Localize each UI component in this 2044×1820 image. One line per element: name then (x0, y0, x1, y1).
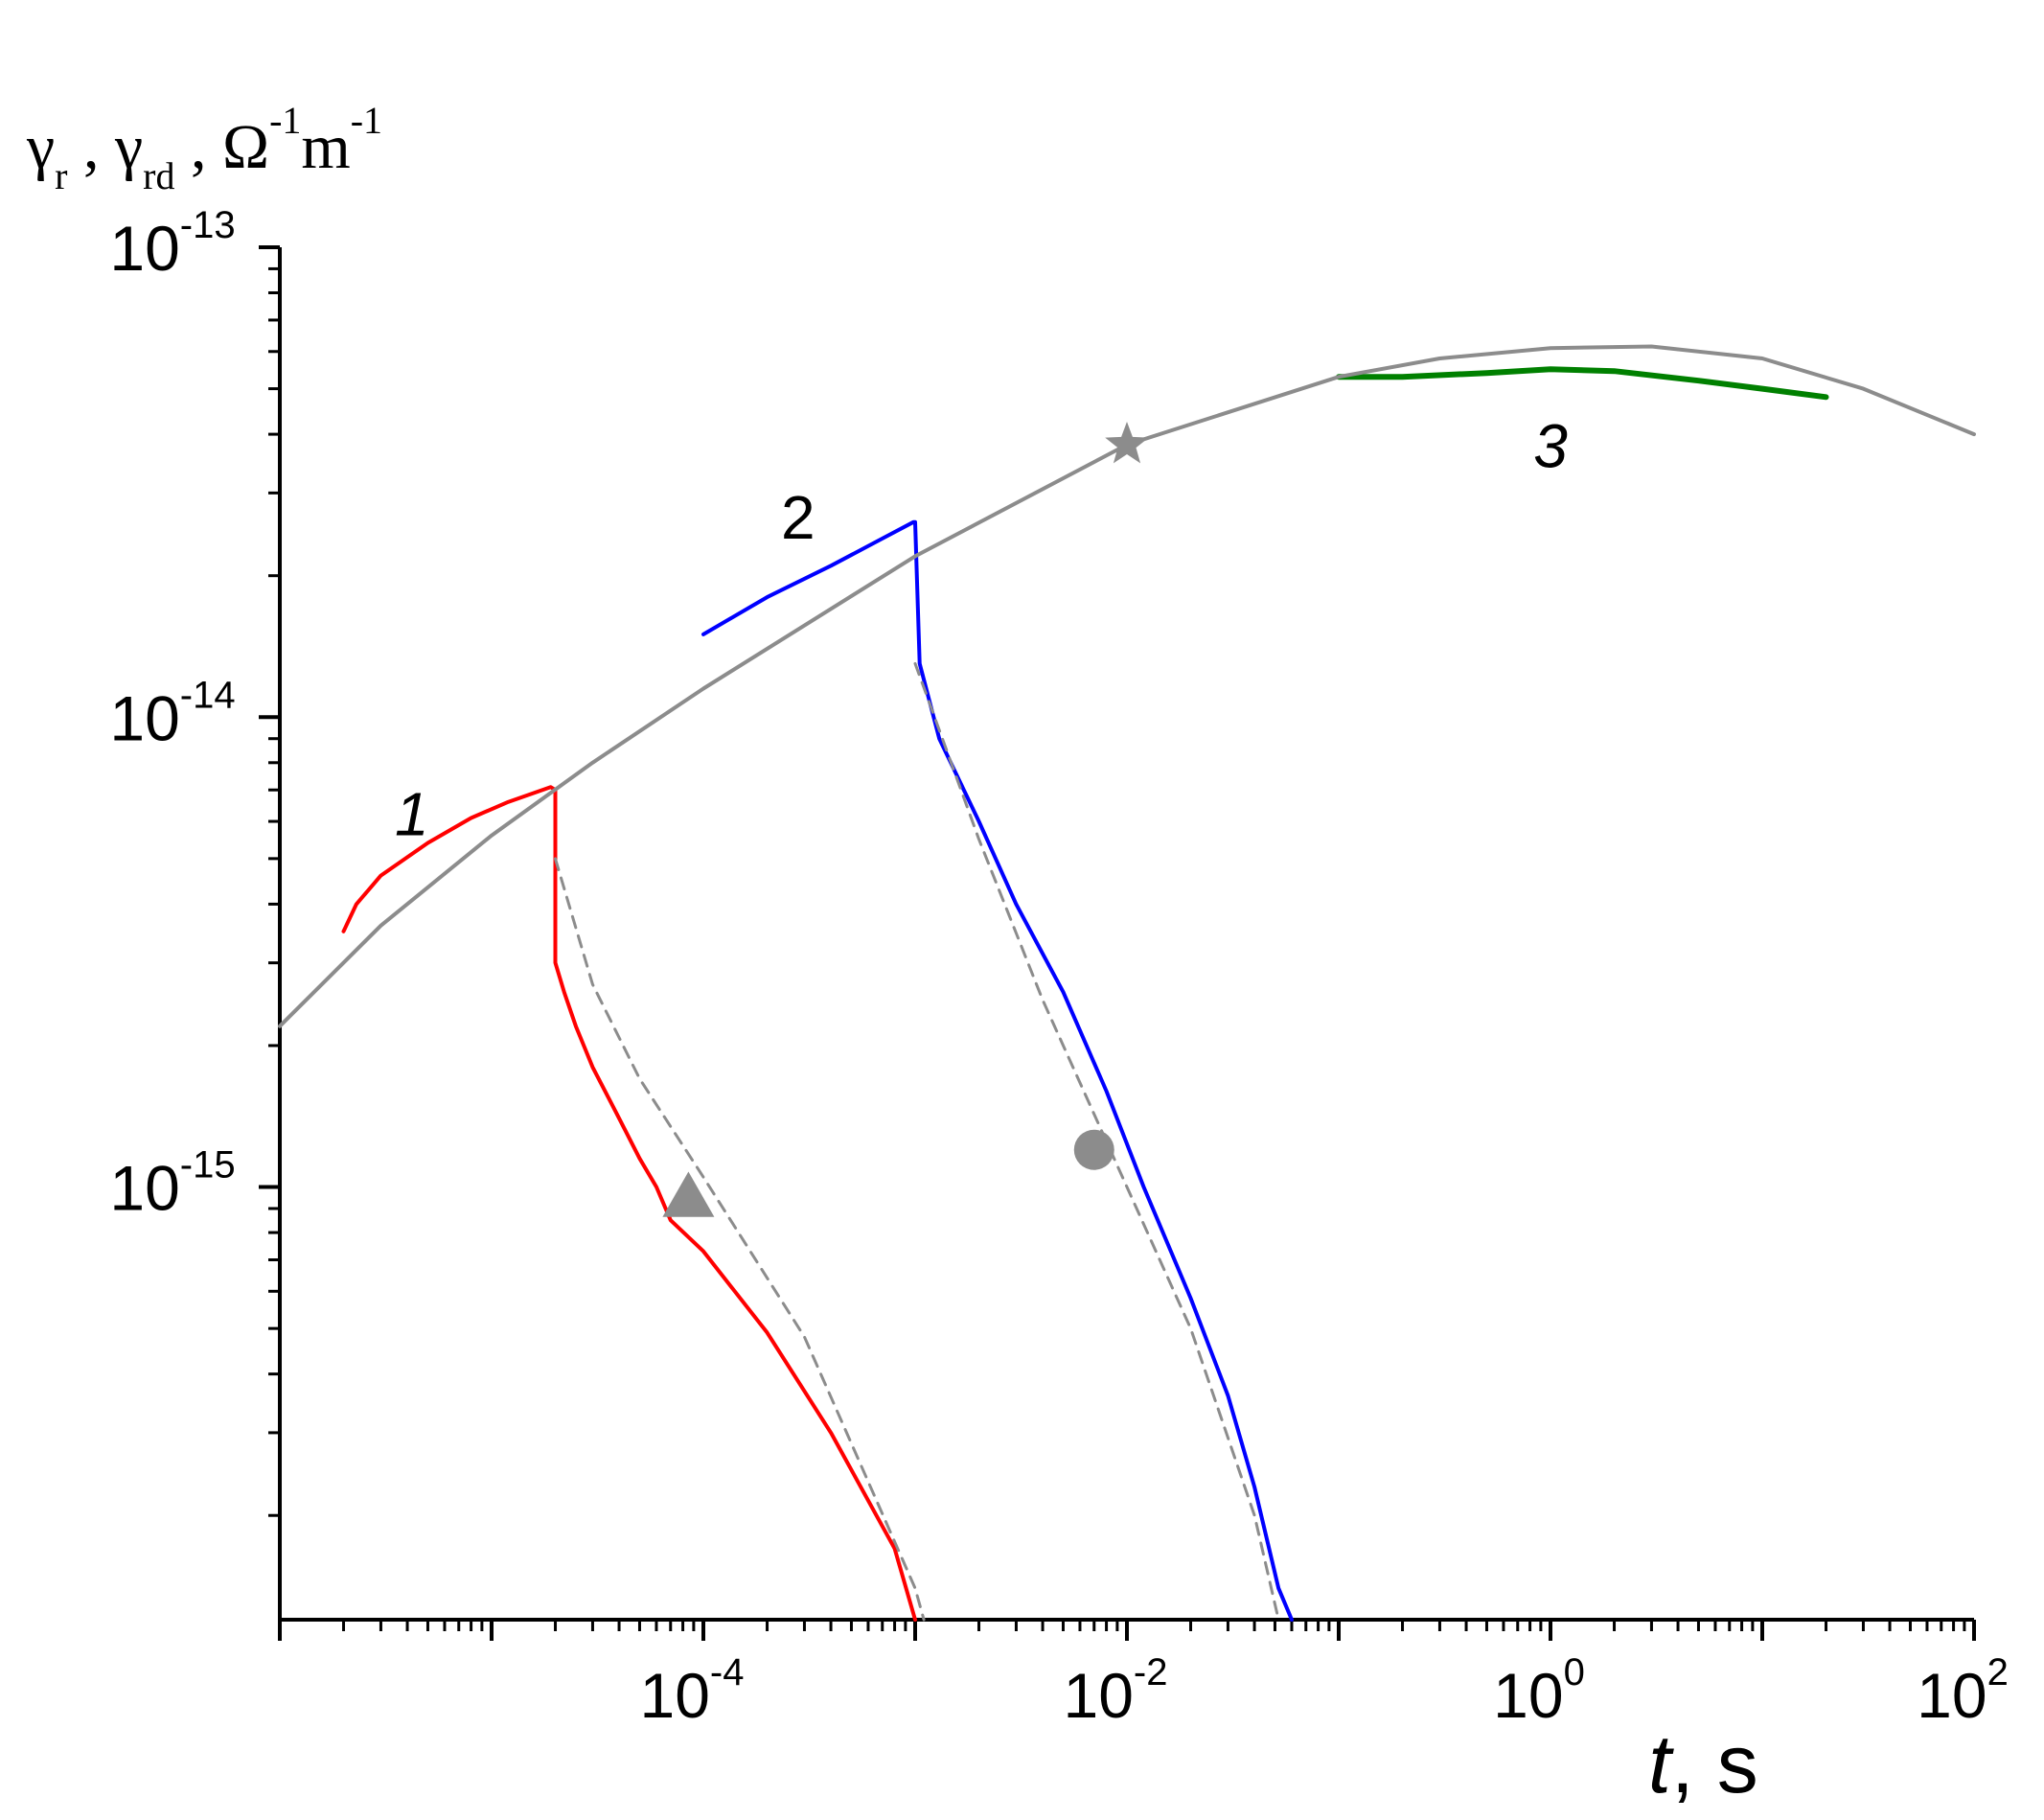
fit-curve-dashed (554, 857, 926, 1622)
series-2-line (701, 519, 1294, 1622)
series-layer (278, 344, 1976, 1622)
series-1-line (341, 785, 917, 1622)
star-marker (1105, 422, 1149, 464)
series-2-label: 2 (781, 483, 815, 552)
x-tick-label: 10-2 (1064, 1651, 1168, 1731)
x-tick-label: 10-4 (640, 1651, 745, 1731)
y-axis-label: γr , γrd , Ω-1m-1 (26, 99, 382, 197)
fit-curve-dashed (913, 661, 1280, 1622)
x-tick-label: 102 (1917, 1651, 2009, 1731)
axes (259, 245, 1976, 1641)
y-tick-label: 10-15 (109, 1144, 235, 1224)
circle-marker (1073, 1129, 1114, 1170)
y-tick-label: 10-14 (109, 674, 235, 753)
triangle-marker (662, 1171, 715, 1217)
x-axis-label: t, s (1648, 1718, 1758, 1810)
series-1-label: 1 (395, 780, 429, 849)
y-tick-label: 10-13 (109, 204, 235, 284)
series-3-label: 3 (1533, 412, 1568, 481)
labels-layer: 10-4 10-2 100 102 10-13 10-14 10-15 1 2 3 (109, 204, 2008, 1731)
markers-layer (662, 422, 1149, 1217)
series-3-line (1336, 366, 1829, 401)
x-tick-label: 100 (1493, 1651, 1585, 1731)
gray-curve (278, 344, 1976, 1028)
